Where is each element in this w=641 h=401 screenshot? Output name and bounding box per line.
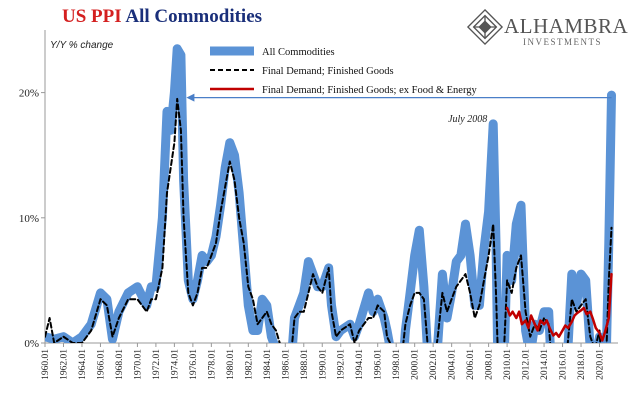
chart-title-part1: US PPI bbox=[62, 6, 122, 27]
y-tick-label: 10% bbox=[19, 213, 39, 225]
x-tick-label: 1966.01 bbox=[96, 349, 106, 380]
x-tick-label: 1974.01 bbox=[170, 349, 180, 380]
x-tick-label: 1970.01 bbox=[133, 349, 143, 380]
x-tick-label: 1976.01 bbox=[189, 349, 199, 380]
annotation-label: July 2008 bbox=[448, 114, 487, 125]
x-tick-label: 1986.01 bbox=[281, 349, 291, 380]
x-tick-label: 2002.01 bbox=[429, 349, 439, 380]
x-tick-label: 2010.01 bbox=[503, 349, 513, 380]
x-tick-label: 1988.01 bbox=[300, 349, 310, 380]
chart-title: US PPI All Commodities bbox=[62, 6, 262, 28]
y-tick-label: 20% bbox=[19, 88, 39, 100]
x-tick-label: 2018.01 bbox=[577, 349, 587, 380]
x-tick-label: 1968.01 bbox=[115, 349, 125, 380]
reference-arrow-head bbox=[186, 93, 195, 102]
x-tick-label: 1964.01 bbox=[78, 349, 88, 380]
x-tick-label: 2012.01 bbox=[522, 349, 532, 380]
x-tick-label: 1960.01 bbox=[41, 349, 51, 380]
x-tick-label: 2008.01 bbox=[485, 349, 495, 380]
chart-title-part2: All Commodities bbox=[125, 6, 263, 27]
x-tick-label: 2000.01 bbox=[411, 349, 421, 380]
x-tick-label: 1972.01 bbox=[152, 349, 162, 380]
series-all-commodities bbox=[45, 44, 616, 343]
x-tick-label: 1994.01 bbox=[355, 349, 365, 380]
series-final-demand bbox=[45, 97, 613, 343]
logo-name: ALHAMBRA bbox=[504, 14, 629, 38]
x-tick-label: 2006.01 bbox=[466, 349, 476, 380]
y-tick-label: 0% bbox=[24, 338, 39, 350]
logo-subtitle: INVESTMENTS bbox=[523, 37, 602, 47]
x-tick-label: 1990.01 bbox=[318, 349, 328, 380]
x-tick-label: 1980.01 bbox=[226, 349, 236, 380]
x-tick-label: 1996.01 bbox=[374, 349, 384, 380]
y-axis-label: Y/Y % change bbox=[50, 40, 114, 51]
x-tick-label: 2014.01 bbox=[540, 349, 550, 380]
series-final-demand-core bbox=[505, 272, 613, 342]
x-tick-label: 1962.01 bbox=[59, 349, 69, 380]
x-tick-label: 1982.01 bbox=[244, 349, 254, 380]
logo-diamond-icon bbox=[466, 8, 504, 46]
legend-label-1: Final Demand; Finished Goods bbox=[262, 66, 394, 77]
legend-label-2: Final Demand; Finished Goods; ex Food & … bbox=[262, 85, 478, 96]
x-tick-label: 2020.01 bbox=[596, 349, 606, 380]
x-tick-label: 2004.01 bbox=[448, 349, 458, 380]
x-tick-label: 2016.01 bbox=[559, 349, 569, 380]
x-tick-label: 1978.01 bbox=[207, 349, 217, 380]
x-tick-label: 1992.01 bbox=[337, 349, 347, 380]
legend-label-0: All Commodities bbox=[262, 47, 335, 58]
x-tick-label: 1984.01 bbox=[263, 349, 273, 380]
x-tick-label: 1998.01 bbox=[392, 349, 402, 380]
